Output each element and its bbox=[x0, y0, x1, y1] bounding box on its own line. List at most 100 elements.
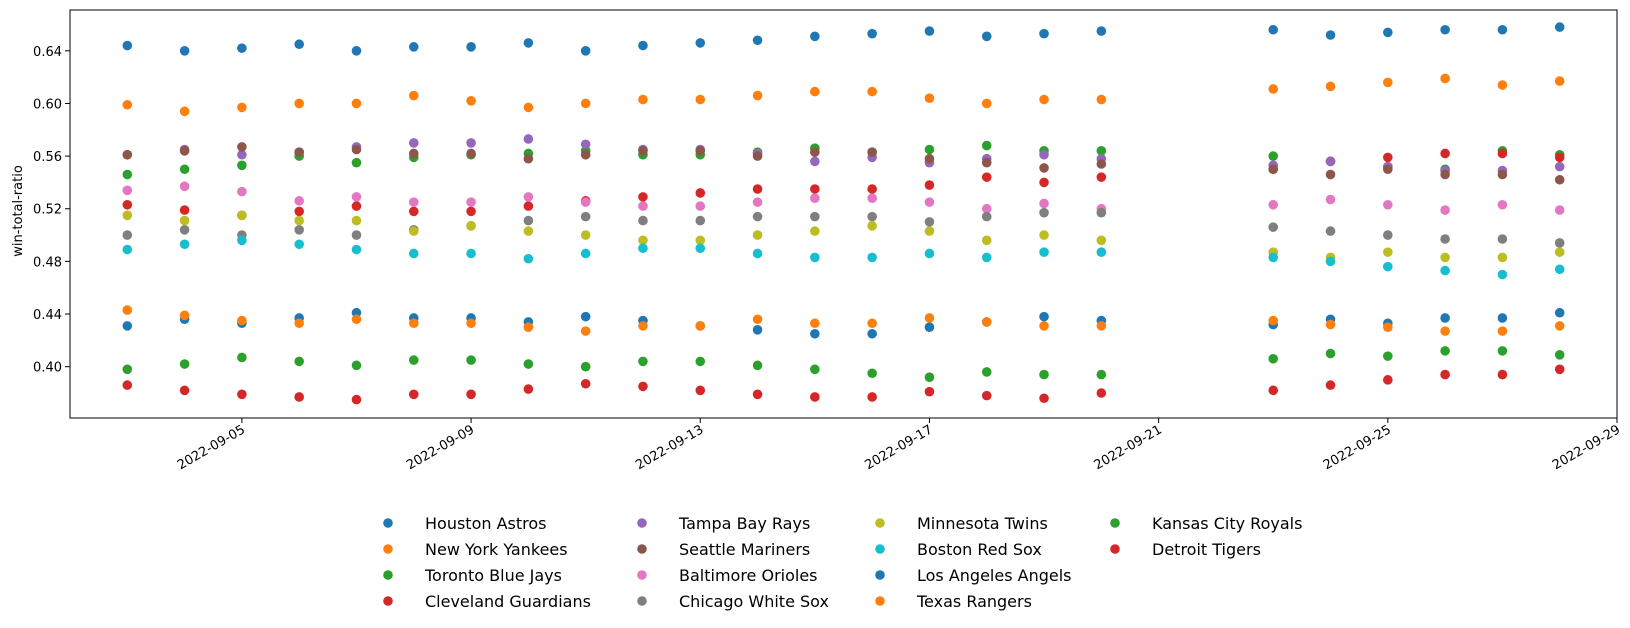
data-point bbox=[523, 215, 534, 226]
data-point bbox=[1554, 22, 1565, 32]
data-point bbox=[1497, 80, 1508, 90]
data-point bbox=[408, 138, 419, 148]
data-point bbox=[1039, 207, 1049, 218]
data-point bbox=[638, 146, 648, 156]
data-point bbox=[1096, 207, 1107, 218]
legend-label: Seattle Mariners bbox=[679, 540, 810, 559]
data-point bbox=[408, 389, 419, 400]
series-detroit-tigers bbox=[122, 364, 1565, 405]
data-point bbox=[810, 31, 820, 42]
legend-label: Texas Rangers bbox=[916, 592, 1032, 611]
data-point bbox=[580, 326, 591, 336]
data-point bbox=[179, 385, 190, 396]
legend-marker bbox=[383, 570, 393, 580]
data-point bbox=[408, 42, 419, 52]
data-point bbox=[122, 169, 133, 180]
data-point bbox=[810, 318, 820, 329]
data-point bbox=[1039, 321, 1049, 331]
data-point bbox=[867, 368, 877, 379]
y-tick-label: 0.40 bbox=[33, 361, 62, 376]
data-point bbox=[294, 215, 304, 226]
legend: Houston Astros New York Yankees Toronto Bl… bbox=[383, 514, 1302, 611]
data-point bbox=[695, 146, 706, 156]
data-point bbox=[810, 184, 820, 194]
data-point bbox=[351, 360, 362, 371]
data-point bbox=[695, 385, 706, 396]
data-point bbox=[752, 230, 763, 240]
series-cleveland-guardians bbox=[122, 148, 1565, 221]
data-point bbox=[351, 144, 362, 155]
data-point bbox=[1325, 348, 1336, 359]
data-point bbox=[1440, 73, 1450, 84]
series-texas-rangers bbox=[122, 305, 1565, 336]
data-point bbox=[1440, 313, 1450, 323]
data-point bbox=[179, 164, 190, 175]
data-point bbox=[1440, 205, 1450, 215]
data-point bbox=[1268, 84, 1279, 94]
data-point bbox=[1440, 252, 1450, 263]
x-tick-label: 2022-09-21 bbox=[1092, 422, 1165, 473]
data-point bbox=[924, 313, 935, 323]
data-point bbox=[638, 201, 648, 211]
x-tick-label: 2022-09-05 bbox=[175, 422, 248, 473]
data-point bbox=[1383, 351, 1393, 361]
data-point bbox=[294, 98, 304, 109]
data-point bbox=[580, 378, 591, 389]
data-point bbox=[810, 392, 820, 402]
data-point bbox=[122, 199, 133, 210]
data-point bbox=[1440, 265, 1450, 276]
data-point bbox=[924, 93, 935, 103]
data-point bbox=[867, 184, 877, 194]
data-point bbox=[1497, 24, 1508, 35]
data-point bbox=[752, 248, 763, 259]
data-point bbox=[1440, 326, 1450, 336]
data-point bbox=[122, 321, 133, 331]
series-minnesota-twins bbox=[122, 210, 1565, 263]
data-point bbox=[981, 140, 992, 151]
data-point bbox=[1497, 252, 1508, 263]
data-point bbox=[523, 192, 534, 202]
data-point bbox=[523, 384, 534, 394]
series-boston-red-sox bbox=[122, 235, 1565, 280]
data-point bbox=[237, 142, 247, 152]
legend-marker bbox=[875, 518, 885, 528]
legend-marker bbox=[637, 570, 647, 580]
data-point bbox=[810, 328, 820, 339]
data-point bbox=[179, 239, 190, 250]
legend-item: Cleveland Guardians bbox=[383, 592, 591, 611]
legend-marker bbox=[875, 544, 885, 554]
data-point bbox=[351, 215, 362, 226]
data-point bbox=[523, 38, 534, 48]
data-point bbox=[1440, 346, 1450, 356]
data-point bbox=[580, 211, 591, 222]
data-point bbox=[466, 96, 476, 106]
data-point bbox=[1554, 364, 1565, 375]
data-point bbox=[1440, 369, 1450, 380]
data-point bbox=[408, 206, 419, 217]
data-point bbox=[695, 201, 706, 211]
data-point bbox=[924, 217, 935, 227]
data-point bbox=[867, 392, 877, 402]
data-point bbox=[466, 318, 476, 329]
data-point bbox=[122, 305, 133, 315]
data-point bbox=[981, 211, 992, 222]
data-point bbox=[179, 106, 190, 117]
data-point bbox=[408, 148, 419, 159]
data-point bbox=[408, 197, 419, 207]
legend-label: Chicago White Sox bbox=[679, 592, 829, 611]
series-seattle-mariners bbox=[122, 142, 1565, 185]
data-point bbox=[638, 40, 648, 51]
data-point bbox=[122, 230, 133, 240]
data-point bbox=[1497, 269, 1508, 280]
data-point bbox=[466, 206, 476, 217]
data-point bbox=[1096, 369, 1107, 380]
data-point bbox=[122, 99, 133, 110]
data-point bbox=[351, 314, 362, 325]
data-point bbox=[523, 322, 534, 332]
data-point bbox=[981, 367, 992, 377]
data-point bbox=[351, 244, 362, 255]
data-point bbox=[1039, 177, 1049, 188]
data-point bbox=[1268, 385, 1279, 396]
data-point bbox=[1383, 322, 1393, 332]
data-point bbox=[924, 386, 935, 397]
